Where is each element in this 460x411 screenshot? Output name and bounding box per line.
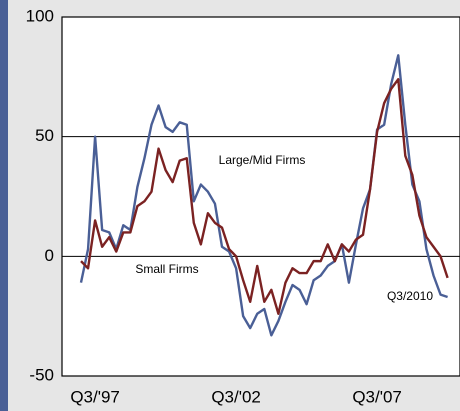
- x-tick-label: Q3/'97: [70, 387, 120, 406]
- series-line: [80, 78, 449, 315]
- y-tick-label: 0: [45, 246, 54, 265]
- x-tick-label: Q3/'02: [211, 387, 261, 406]
- series-label: Large/Mid Firms: [219, 153, 306, 167]
- series-label: Small Firms: [135, 262, 198, 276]
- y-tick-label: 50: [35, 126, 54, 145]
- side-stripe: [0, 0, 8, 411]
- series-line: [79, 54, 448, 337]
- annotation: Q3/2010: [387, 289, 433, 303]
- y-tick-label: -50: [29, 365, 54, 384]
- y-tick-label: 100: [26, 6, 54, 25]
- x-tick-label: Q3/'07: [352, 387, 402, 406]
